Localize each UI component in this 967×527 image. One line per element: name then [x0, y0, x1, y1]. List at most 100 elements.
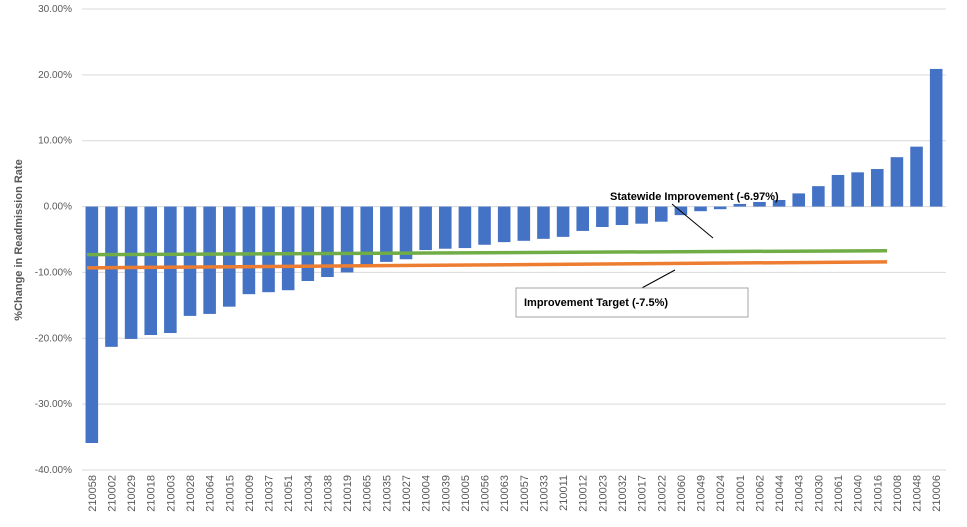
y-tick-label: 20.00%	[38, 70, 72, 81]
bar	[124, 206, 138, 339]
reference-line	[86, 260, 888, 270]
x-tick-label: 210024	[715, 475, 727, 512]
bar	[262, 206, 275, 293]
bar	[537, 206, 550, 239]
bar	[556, 206, 570, 237]
bar	[144, 206, 158, 335]
bar	[654, 206, 668, 222]
bar	[340, 206, 354, 273]
bar	[713, 206, 727, 210]
bar	[380, 206, 393, 262]
annotation: Statewide Improvement (-6.97%)	[610, 191, 779, 203]
y-tick-label: -40.00%	[35, 465, 72, 476]
annotation-arrow	[671, 203, 714, 239]
bar	[910, 146, 923, 207]
x-tick-label: 210017	[637, 475, 649, 512]
bar	[890, 157, 904, 207]
x-tick-label: 210002	[106, 475, 118, 512]
x-tick-label: 210001	[735, 475, 747, 512]
bar	[438, 206, 452, 249]
x-tick-label: 210004	[421, 475, 433, 512]
x-tick-label: 210057	[519, 475, 531, 512]
bar	[85, 206, 99, 443]
bar	[419, 206, 432, 251]
x-tick-label: 210008	[892, 475, 904, 512]
annotation-arrow	[639, 269, 676, 290]
x-tick-label: 210051	[283, 475, 295, 512]
x-tick-label: 210006	[931, 475, 943, 512]
x-tick-label: 210005	[460, 475, 472, 512]
x-tick-label: 210065	[362, 475, 374, 512]
bar	[497, 206, 511, 243]
bar	[203, 206, 216, 314]
x-tick-label: 210049	[696, 475, 708, 512]
bar	[772, 199, 786, 207]
bar	[929, 68, 943, 207]
y-tick-label: -30.00%	[35, 399, 72, 410]
bar	[635, 206, 648, 224]
bar	[105, 206, 118, 347]
bar	[753, 201, 766, 207]
x-tick-label: 210029	[126, 475, 138, 512]
x-tick-label: 210019	[342, 475, 354, 512]
x-tick-label: 210037	[264, 475, 276, 512]
x-tick-label: 210043	[794, 475, 806, 512]
y-axis-label: %Change in Readmission Rate	[13, 159, 25, 320]
y-tick-label: -20.00%	[35, 333, 72, 344]
x-tick-label: 210003	[165, 475, 177, 512]
reference-line	[86, 248, 888, 257]
bar	[478, 206, 491, 245]
x-tick-label: 210062	[754, 475, 766, 512]
x-tick-label: 210009	[244, 475, 256, 512]
bar	[222, 206, 236, 307]
bar	[301, 206, 315, 281]
x-tick-label: 210056	[480, 475, 492, 512]
x-tick-label: 210030	[813, 475, 825, 512]
annotation-box	[515, 287, 749, 318]
x-tick-label: 210028	[185, 475, 197, 512]
x-tick-label: 210048	[912, 475, 924, 512]
bar	[183, 206, 197, 316]
x-tick-label: 210039	[440, 475, 452, 512]
x-tick-label: 210032	[617, 475, 629, 512]
x-tick-label: 210038	[322, 475, 334, 512]
bar	[576, 206, 590, 231]
x-tick-label: 210022	[656, 475, 668, 512]
x-tick-label: 210061	[833, 475, 845, 512]
x-tick-label: 210060	[676, 475, 688, 512]
x-tick-label: 210063	[499, 475, 511, 512]
bar	[831, 174, 845, 207]
bar	[458, 206, 472, 249]
x-tick-label: 210064	[205, 475, 217, 512]
bar	[615, 206, 629, 226]
x-tick-label: 210023	[597, 475, 609, 512]
bar	[733, 203, 747, 207]
x-tick-label: 210040	[853, 475, 865, 512]
x-tick-label: 210018	[146, 475, 158, 512]
bar	[812, 186, 825, 207]
y-tick-label: -10.00%	[35, 267, 72, 278]
x-tick-label: 210015	[224, 475, 236, 512]
x-tick-label: 210016	[872, 475, 884, 512]
x-tick-label: 210027	[401, 475, 413, 512]
x-tick-label: 210044	[774, 475, 786, 512]
bar	[399, 206, 413, 260]
bar	[321, 206, 334, 278]
bar	[792, 193, 806, 207]
x-tick-label: 210058	[87, 475, 99, 512]
x-tick-label: 210012	[578, 475, 590, 512]
bar	[517, 206, 531, 241]
bar	[694, 206, 707, 212]
bar	[242, 206, 256, 295]
x-tick-label: 210033	[538, 475, 550, 512]
annotation: Improvement Target (-7.5%)	[524, 297, 668, 309]
bar	[360, 206, 374, 265]
bar	[281, 206, 295, 291]
bar	[164, 206, 177, 334]
y-tick-label: 10.00%	[38, 136, 72, 147]
bar	[870, 169, 884, 207]
bar	[596, 206, 609, 227]
y-tick-label: 0.00%	[44, 202, 72, 213]
